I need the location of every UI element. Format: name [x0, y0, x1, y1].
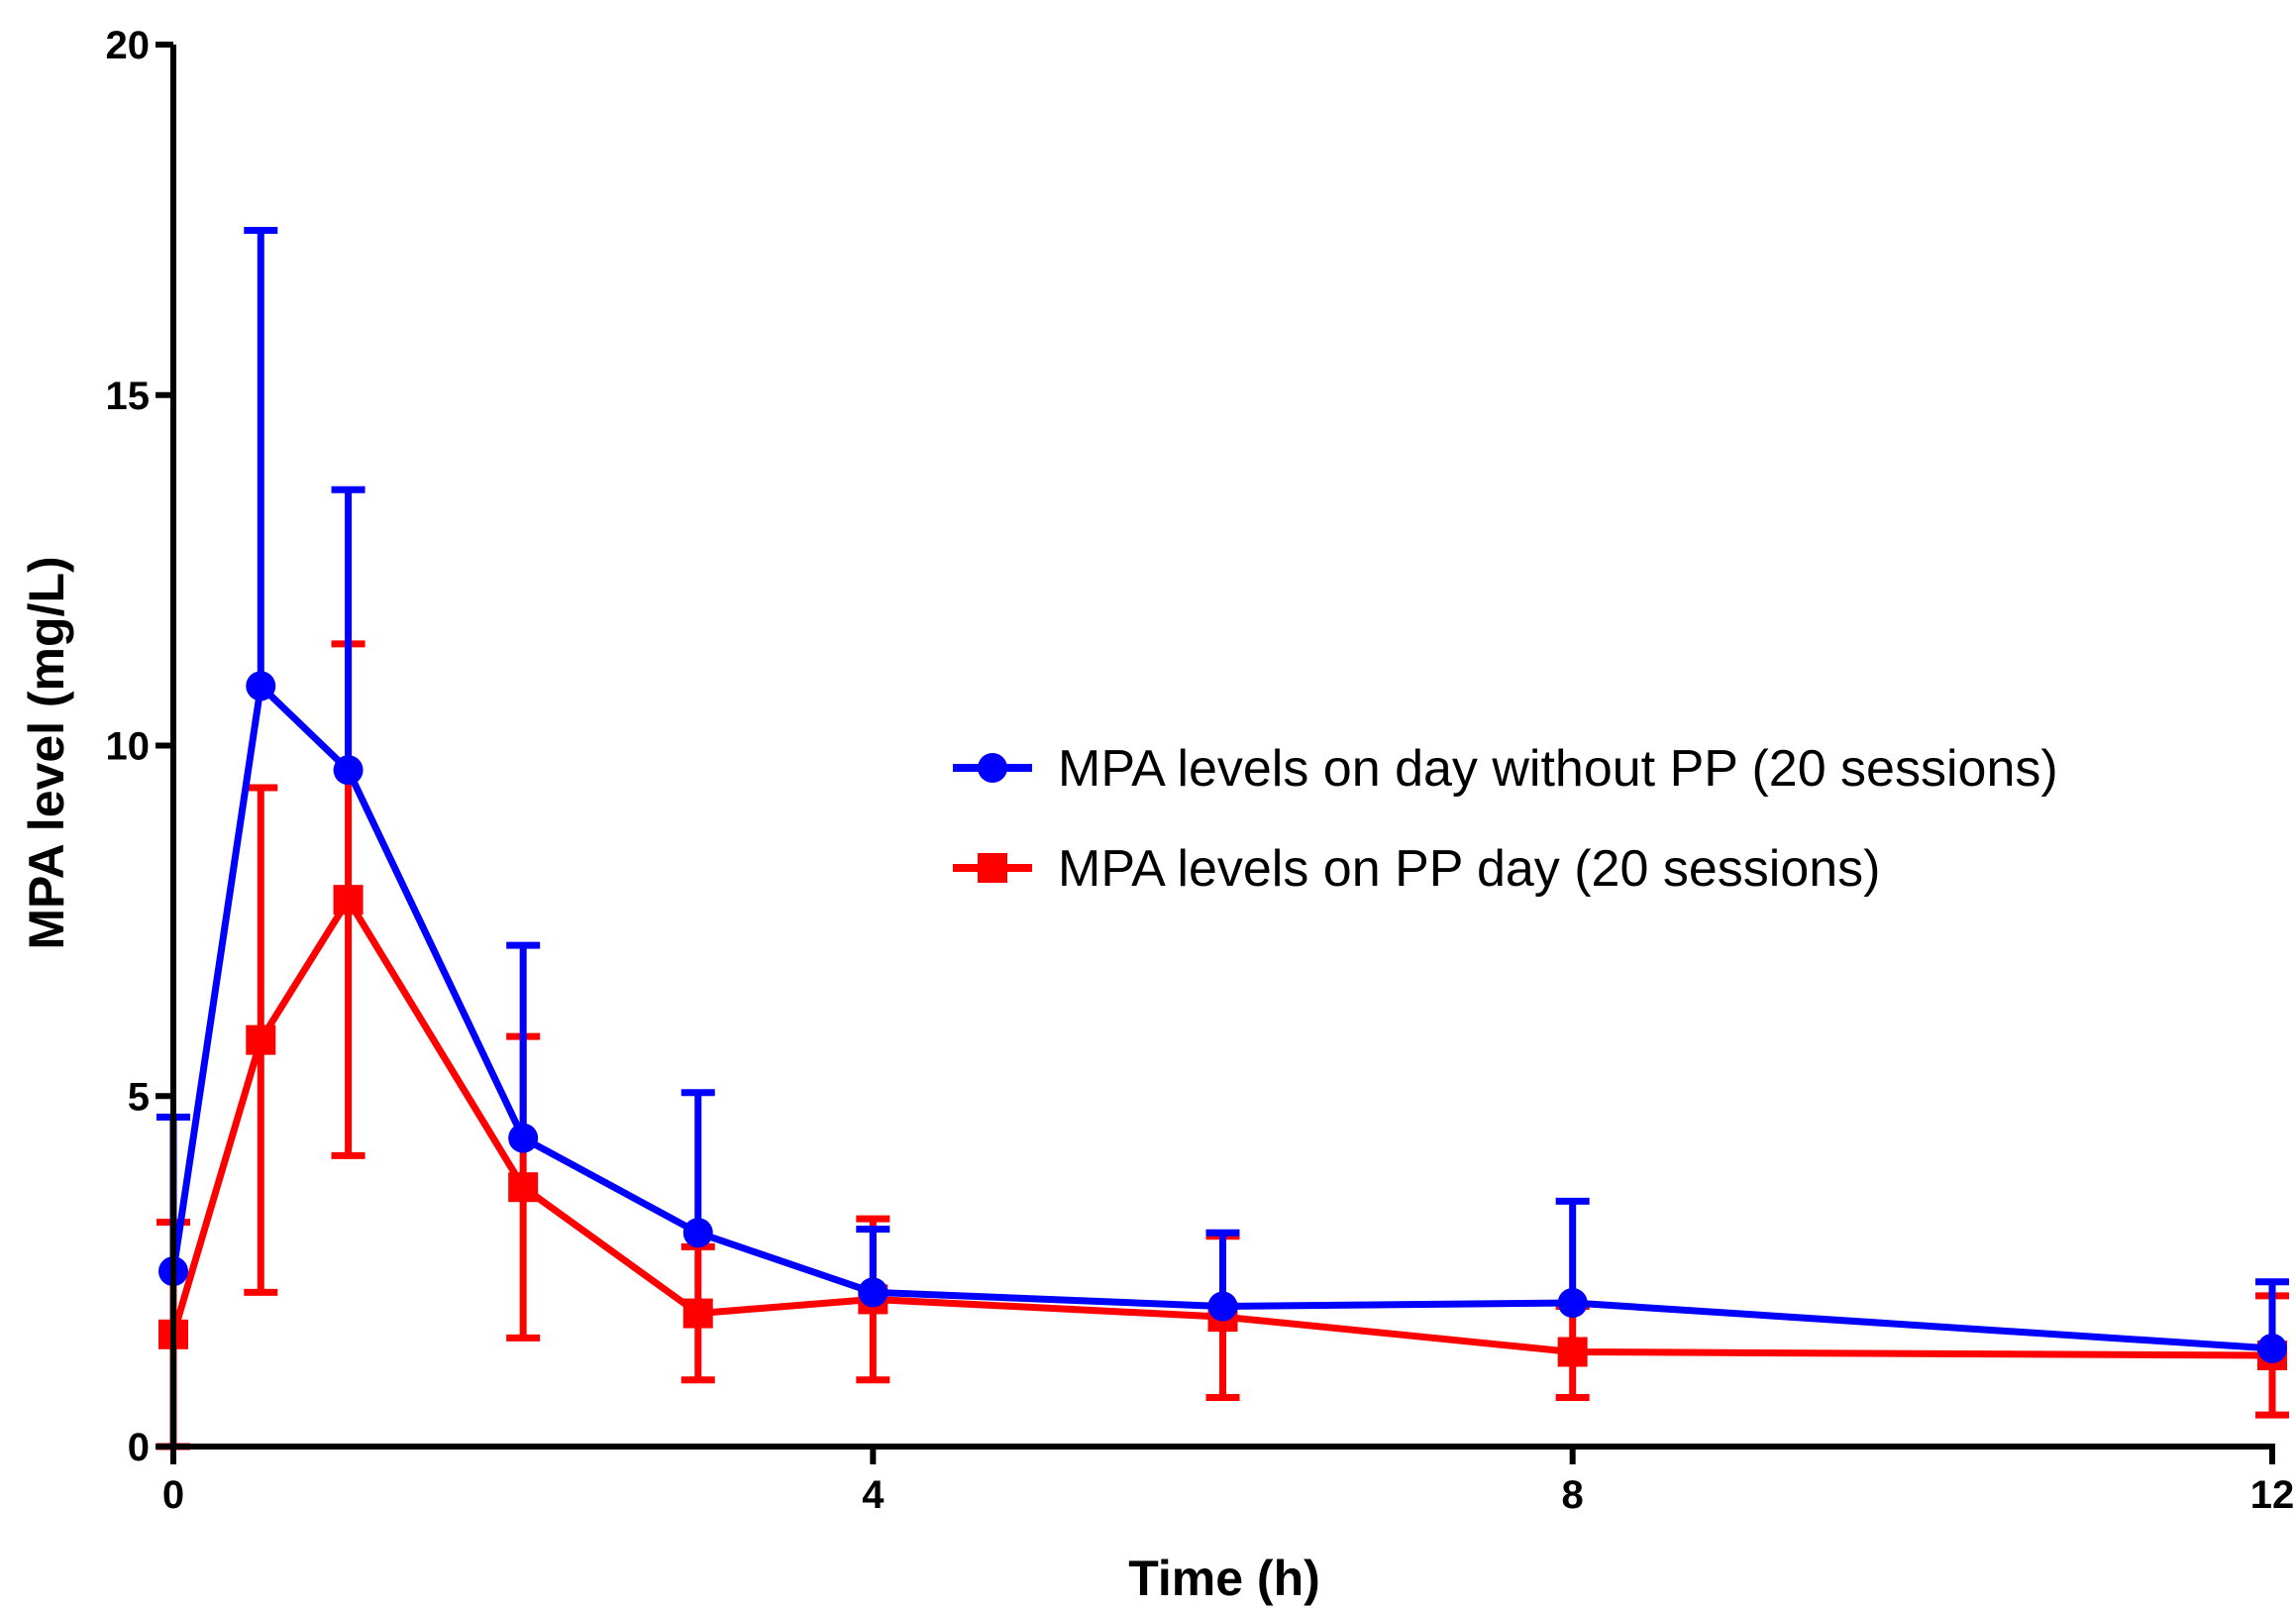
- series-layer: [157, 226, 2289, 1451]
- y-tick-label: 15: [106, 375, 151, 418]
- data-point: [1557, 1337, 1588, 1367]
- data-point: [508, 1172, 539, 1203]
- legend-label-pp-day: MPA levels on PP day (20 sessions): [1058, 840, 1880, 898]
- y-tick-label: 20: [106, 24, 151, 67]
- x-tick-label: 12: [2250, 1473, 2295, 1517]
- data-point: [333, 755, 364, 786]
- x-tick-label: 4: [862, 1473, 885, 1517]
- x-axis-title: Time (h): [1128, 1551, 1320, 1606]
- y-axis-title: MPA level (mg/L): [19, 556, 74, 949]
- labels-layer: Time (h) MPA level (mg/L): [19, 556, 1320, 1606]
- series-0: [157, 226, 2289, 1363]
- data-point: [682, 1298, 713, 1329]
- ticks-layer: 0 5 10 15 20 0 4 8 12: [106, 24, 2295, 1517]
- data-point: [682, 1218, 713, 1248]
- data-point: [858, 1277, 888, 1308]
- x-tick-label: 0: [162, 1473, 184, 1517]
- data-point: [2257, 1333, 2287, 1363]
- y-tick-label: 5: [128, 1075, 150, 1119]
- legend: MPA levels on day without PP (20 session…: [953, 740, 2058, 898]
- legend-entry-without-pp: MPA levels on day without PP (20 session…: [953, 740, 2058, 798]
- data-point: [508, 1123, 539, 1153]
- legend-circle-marker-icon: [978, 753, 1007, 783]
- y-tick-label: 10: [106, 725, 151, 769]
- legend-label-without-pp: MPA levels on day without PP (20 session…: [1058, 740, 2058, 798]
- data-point: [1557, 1287, 1588, 1318]
- data-point: [246, 1024, 276, 1055]
- data-point: [246, 671, 276, 701]
- x-tick-label: 8: [1562, 1473, 1584, 1517]
- y-tick-label: 0: [128, 1426, 150, 1469]
- data-point: [333, 885, 364, 915]
- data-point: [1207, 1291, 1238, 1322]
- legend-entry-pp-day: MPA levels on PP day (20 sessions): [953, 840, 1880, 898]
- legend-square-marker-icon: [978, 853, 1007, 883]
